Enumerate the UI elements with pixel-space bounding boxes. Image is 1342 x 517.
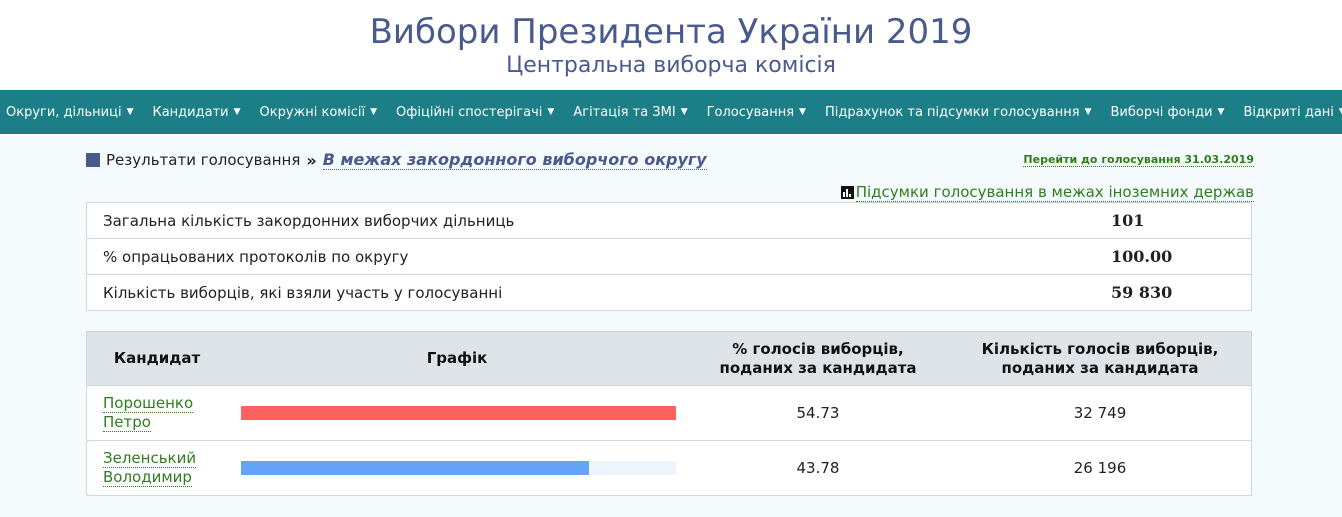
nav-item-counting[interactable]: Підрахунок та підсумки голосування ▼ — [819, 90, 1101, 134]
main-content: Результати голосування » В межах закордо… — [0, 134, 1342, 517]
caret-down-icon: ▼ — [547, 107, 555, 117]
candidate-given-name: Володимир — [103, 468, 192, 487]
stats-value: 59 830 — [1091, 274, 1252, 311]
percent-cell: 43.78 — [687, 440, 949, 496]
nav-item-agitation[interactable]: Агітація та ЗМІ ▼ — [567, 90, 696, 134]
caret-down-icon: ▼ — [126, 107, 134, 117]
col-header-candidate: Кандидат — [86, 331, 227, 386]
site-header: Вибори Президента України 2019 Центральн… — [0, 0, 1342, 90]
nav-item-label: Кандидати — [152, 104, 229, 120]
main-nav: Округи, дільниці ▼ Кандидати ▼ Окружні ком… — [0, 90, 1342, 134]
stats-label: Загальна кількість закордонних виборчих … — [103, 211, 515, 230]
percent-cell: 54.73 — [687, 385, 949, 441]
candidate-cell: Порошенко Петро — [86, 385, 227, 441]
nav-item-label: Голосування — [706, 104, 795, 120]
stats-label: Кількість виборців, які взяли участь у г… — [86, 274, 1091, 311]
nav-item-commissions[interactable]: Окружні комісії ▼ — [254, 90, 387, 134]
stats-row: Кількість виборців, які взяли участь у г… — [86, 274, 1252, 311]
candidate-link[interactable]: Порошенко Петро — [103, 394, 194, 432]
caret-down-icon: ▼ — [233, 107, 241, 117]
vote-bar-track — [241, 461, 676, 475]
results-table: Кандидат Графік % голосів виборців, пода… — [86, 331, 1252, 496]
caret-down-icon: ▼ — [1084, 107, 1092, 117]
breadcrumb: Результати голосування » В межах закордо… — [86, 150, 707, 170]
stats-value-text: 59 830 — [1111, 283, 1173, 302]
nav-item-label: Офіційні спостерігачі — [396, 104, 543, 120]
col-header-percent: % голосів виборців, поданих за кандидата — [687, 331, 949, 386]
nav-item-label: Окружні комісії — [259, 104, 366, 120]
col-header-count: Кількість голосів виборців, поданих за к… — [949, 331, 1252, 386]
stats-table: Загальна кількість закордонних виборчих … — [86, 202, 1252, 311]
stats-row: Загальна кількість закордонних виборчих … — [87, 203, 1252, 239]
caret-down-icon: ▼ — [680, 107, 688, 117]
results-header-row: Кандидат Графік % голосів виборців, пода… — [86, 331, 1252, 386]
site-title: Вибори Президента України 2019 — [369, 12, 973, 52]
col-header-percent-line1: % голосів виборців, — [732, 339, 904, 358]
nav-item-observers[interactable]: Офіційні спостерігачі ▼ — [390, 90, 563, 134]
chart-cell — [227, 385, 687, 441]
nav-item-label: Підрахунок та підсумки голосування — [824, 104, 1080, 120]
table-row: Зеленський Володимир 43.78 26 196 — [86, 440, 1252, 496]
candidate-link[interactable]: Зеленський Володимир — [103, 449, 197, 487]
stats-row: % опрацьованих протоколів по округу 100.… — [86, 238, 1252, 275]
candidate-surname: Порошенко — [103, 394, 194, 413]
col-header-chart: Графік — [227, 331, 687, 386]
candidate-cell: Зеленський Володимир — [86, 440, 227, 496]
vote-bar — [241, 406, 676, 420]
goto-round1-link[interactable]: Перейти до голосування 31.03.2019 — [1023, 153, 1254, 167]
table-row: Порошенко Петро 54.73 32 749 — [86, 385, 1252, 441]
caret-down-icon: ▼ — [370, 107, 378, 117]
vote-bar — [241, 461, 589, 475]
chart-cell — [227, 440, 687, 496]
stats-value: 101 — [1091, 203, 1252, 239]
caret-down-icon: ▼ — [799, 107, 806, 117]
candidate-given-name: Петро — [103, 413, 151, 432]
vote-bar-track — [241, 406, 676, 420]
nav-item-candidates[interactable]: Кандидати ▼ — [146, 90, 249, 134]
stats-value: 100.00 — [1091, 238, 1252, 275]
caret-down-icon: ▼ — [1217, 107, 1225, 117]
summary-foreign-link[interactable]: Підсумки голосування в межах іноземних д… — [840, 183, 1254, 202]
votes-cell: 26 196 — [949, 440, 1252, 496]
breadcrumb-separator: » — [306, 150, 317, 170]
stats-value-text: 101 — [1111, 211, 1145, 230]
nav-item-funds[interactable]: Виборчі фонди ▼ — [1105, 90, 1234, 134]
caret-down-icon: ▼ — [1339, 107, 1342, 117]
summary-link-label: Підсумки голосування в межах іноземних д… — [855, 183, 1254, 202]
breadcrumb-root: Результати голосування — [106, 151, 301, 169]
site-subtitle: Центральна виборча комісія — [506, 53, 836, 78]
bar-chart-icon — [840, 186, 854, 199]
nav-item-voting[interactable]: Голосування ▼ — [701, 90, 815, 134]
breadcrumb-current-link[interactable]: В межах закордонного виборчого округу — [322, 150, 707, 170]
nav-item-label: Агітація та ЗМІ — [573, 104, 676, 120]
square-bullet-icon — [86, 153, 100, 167]
nav-item-districts[interactable]: Округи, дільниці ▼ — [0, 90, 142, 134]
nav-item-label: Округи, дільниці — [6, 104, 122, 120]
stats-value-text: 100.00 — [1111, 247, 1173, 266]
nav-item-label: Виборчі фонди — [1110, 104, 1213, 120]
nav-item-open-data[interactable]: Відкриті дані ▼ — [1237, 90, 1342, 134]
nav-item-label: Відкриті дані — [1243, 104, 1334, 120]
col-header-percent-line2: поданих за кандидата — [719, 358, 917, 377]
candidate-surname: Зеленський — [103, 449, 197, 468]
col-header-count-line1: Кількість голосів виборців, — [981, 339, 1219, 358]
col-header-count-line2: поданих за кандидата — [1001, 358, 1199, 377]
votes-cell: 32 749 — [949, 385, 1252, 441]
stats-label: % опрацьованих протоколів по округу — [86, 238, 1091, 275]
